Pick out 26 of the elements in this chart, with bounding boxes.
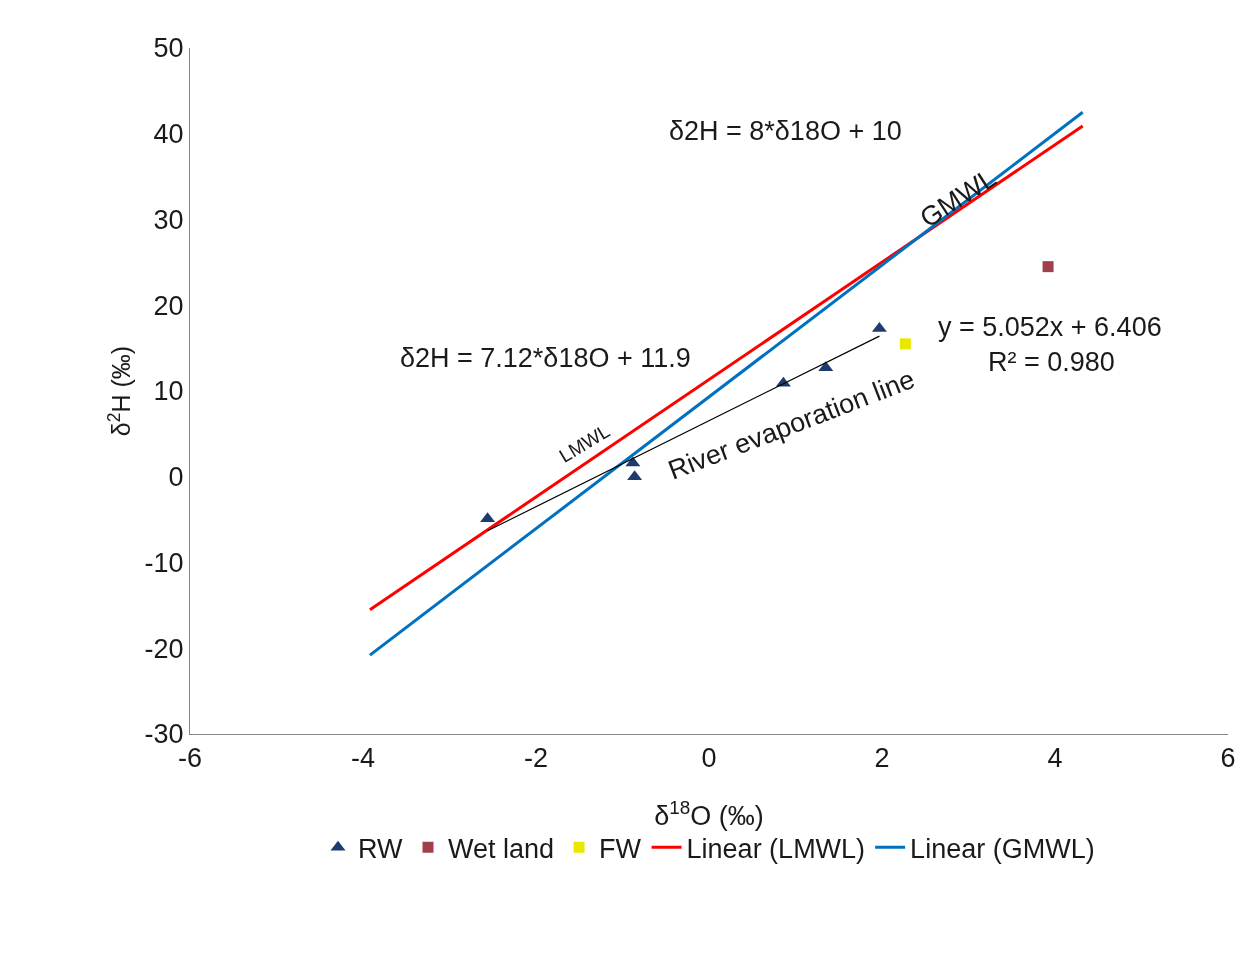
x-tick-label: -2 (523, 743, 549, 774)
legend-label: FW (599, 833, 642, 864)
annotation: R² = 0.980 (988, 347, 1115, 377)
annotation: y = 5.052x + 6.406 (938, 312, 1162, 342)
point (899, 338, 911, 350)
x-tick-label: 0 (701, 743, 717, 774)
legend-label: Wet land (448, 833, 555, 864)
x-tick-label: 2 (874, 743, 890, 774)
x-tick-label: -4 (350, 743, 376, 774)
legend-label: Linear (LMWL) (686, 833, 866, 864)
point (1042, 261, 1054, 273)
legend-label: Linear (GMWL) (910, 833, 1095, 864)
legend-label: RW (358, 833, 404, 864)
annotation: δ2H = 8*δ18O + 10 (669, 116, 902, 146)
x-tick-label: 4 (1047, 743, 1063, 774)
y-tick-label: 10 (153, 376, 184, 407)
y-tick-label: 30 (153, 204, 184, 235)
x-tick-label: 6 (1220, 743, 1236, 774)
x-axis-title: δ$^{18}$O (‰) (654, 796, 764, 831)
y-tick-label: 50 (153, 33, 184, 64)
y-tick-label: 20 (153, 290, 184, 321)
y-tick-label: 0 (168, 462, 184, 493)
y-tick-label: 40 (153, 119, 184, 150)
y-tick-label: -10 (144, 547, 184, 578)
y-tick-label: -20 (144, 633, 184, 664)
annotation: δ2H = 7.12*δ18O + 11.9 (400, 343, 691, 373)
